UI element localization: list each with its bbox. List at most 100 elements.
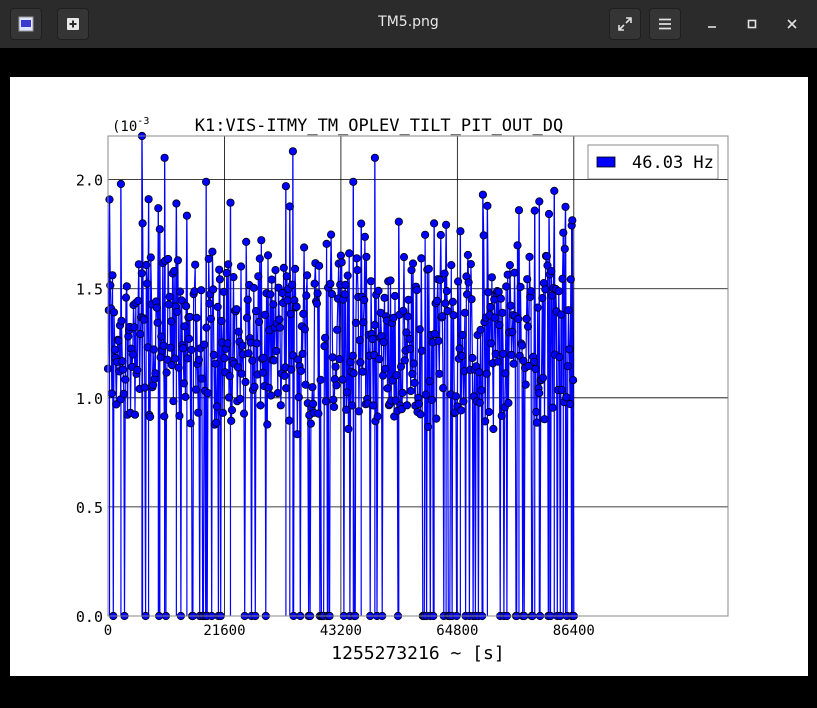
data-point xyxy=(215,275,224,284)
data-point xyxy=(292,302,301,311)
data-point xyxy=(532,418,542,427)
data-point xyxy=(390,291,400,301)
y-tick-label: 1.5 xyxy=(76,281,103,299)
data-point xyxy=(173,307,182,316)
data-point xyxy=(152,303,161,312)
data-point xyxy=(542,252,551,261)
data-point xyxy=(146,412,155,421)
data-point xyxy=(119,389,128,398)
data-point xyxy=(241,377,250,387)
data-point xyxy=(154,204,163,213)
data-point xyxy=(538,373,548,382)
data-point xyxy=(557,385,566,394)
data-point xyxy=(373,412,382,421)
data-point xyxy=(459,397,468,406)
data-point xyxy=(164,300,173,309)
data-point xyxy=(157,332,166,341)
data-point xyxy=(489,424,498,434)
data-point xyxy=(224,260,233,269)
data-point xyxy=(379,337,388,347)
data-point xyxy=(341,280,350,289)
data-point xyxy=(306,419,315,428)
data-point xyxy=(219,287,228,296)
data-point xyxy=(427,395,436,404)
data-point xyxy=(432,296,442,305)
data-point xyxy=(484,407,493,417)
data-point xyxy=(523,322,533,331)
data-point xyxy=(561,202,570,211)
data-point xyxy=(197,286,206,295)
data-point xyxy=(338,375,347,384)
data-point xyxy=(183,354,192,363)
close-icon[interactable] xyxy=(780,12,804,36)
data-point xyxy=(130,410,140,419)
menu-icon[interactable] xyxy=(649,8,681,40)
data-point xyxy=(348,351,357,360)
data-point xyxy=(441,299,450,308)
data-point xyxy=(300,325,309,334)
data-point xyxy=(187,345,196,354)
data-point xyxy=(191,260,200,269)
data-point xyxy=(564,306,573,315)
data-point xyxy=(342,388,351,397)
data-point xyxy=(441,220,451,229)
data-point xyxy=(144,195,153,204)
data-point xyxy=(336,251,345,260)
data-point xyxy=(399,253,409,262)
data-point xyxy=(560,244,569,253)
data-point xyxy=(514,206,524,215)
data-point xyxy=(349,177,358,186)
data-point xyxy=(400,356,409,365)
data-point xyxy=(417,254,426,263)
data-point xyxy=(352,254,361,263)
data-point xyxy=(369,401,378,410)
data-point xyxy=(258,368,267,377)
data-point xyxy=(185,312,194,322)
data-point xyxy=(540,415,549,424)
data-point xyxy=(133,365,142,375)
data-point xyxy=(242,313,252,322)
data-point xyxy=(344,424,353,434)
window-title: TM5.png xyxy=(378,14,439,30)
data-point xyxy=(456,227,465,236)
data-point xyxy=(360,232,369,241)
data-point xyxy=(351,318,360,327)
data-point xyxy=(484,288,493,297)
fullscreen-icon[interactable] xyxy=(609,8,641,40)
plot-frame xyxy=(107,135,729,617)
data-point xyxy=(526,287,536,296)
data-point xyxy=(209,285,218,294)
data-point xyxy=(408,259,418,268)
data-point xyxy=(118,357,127,366)
maximize-icon[interactable] xyxy=(740,12,764,36)
data-point xyxy=(483,201,492,210)
data-point xyxy=(316,375,325,384)
data-point xyxy=(370,320,379,330)
data-point xyxy=(474,368,484,377)
data-point xyxy=(226,198,235,207)
image-app-icon[interactable] xyxy=(10,8,42,40)
data-point xyxy=(110,345,119,354)
data-point xyxy=(568,216,577,225)
data-point xyxy=(498,308,507,317)
data-point xyxy=(343,271,352,280)
data-point xyxy=(522,314,531,323)
data-point xyxy=(410,378,419,388)
data-point xyxy=(532,407,541,417)
data-point xyxy=(243,295,252,304)
data-point xyxy=(256,401,265,410)
data-point xyxy=(409,359,418,368)
data-point xyxy=(442,287,451,296)
minimize-icon[interactable] xyxy=(700,12,724,36)
data-point xyxy=(514,314,523,323)
data-point xyxy=(269,356,279,365)
data-point xyxy=(254,272,263,281)
data-point xyxy=(327,289,336,299)
data-point xyxy=(414,399,424,408)
x-tick-label: 86400 xyxy=(553,623,595,639)
data-point xyxy=(408,369,417,378)
new-tab-icon[interactable] xyxy=(57,8,89,40)
data-point xyxy=(386,276,395,285)
data-point xyxy=(405,344,415,353)
data-point xyxy=(447,261,456,270)
